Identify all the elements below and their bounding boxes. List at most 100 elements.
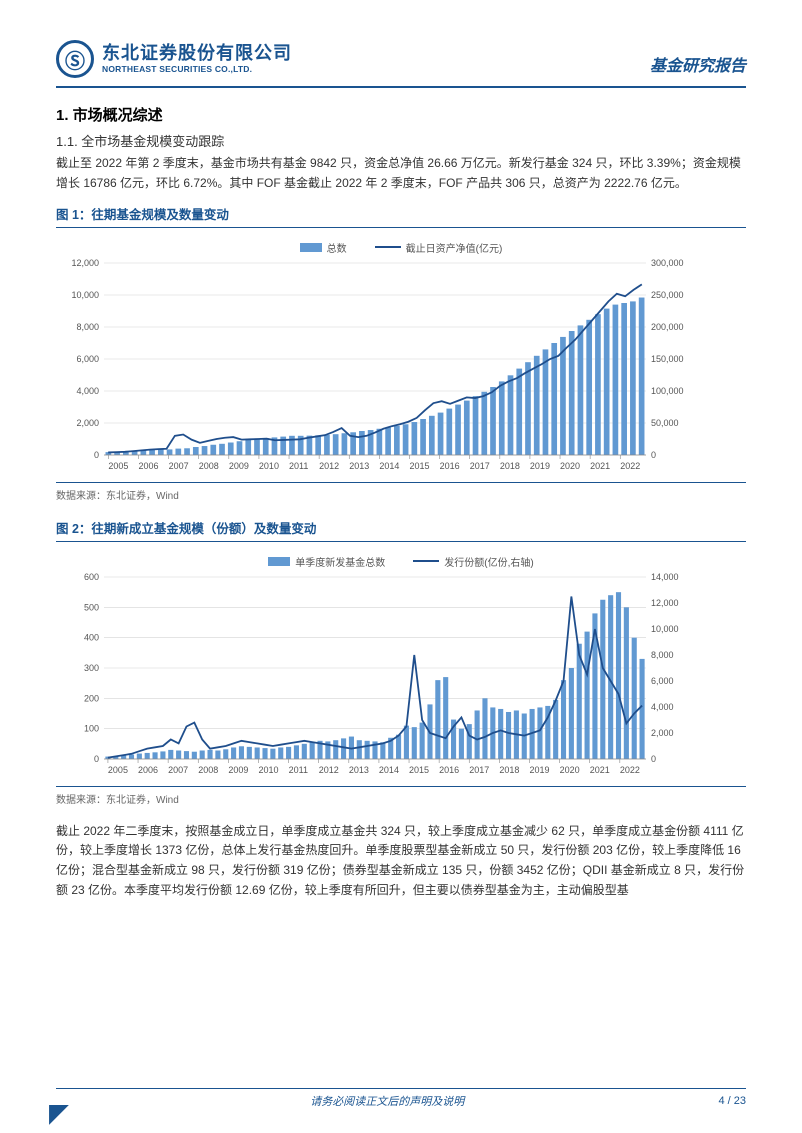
paragraph-1: 截止至 2022 年第 2 季度末，基金市场共有基金 9842 只，资金总净值 … — [56, 154, 746, 194]
svg-text:2012: 2012 — [319, 765, 339, 775]
svg-text:2006: 2006 — [138, 461, 158, 471]
svg-text:14,000: 14,000 — [651, 572, 679, 582]
svg-text:2016: 2016 — [439, 765, 459, 775]
figure-1-source: 数据来源：东北证券，Wind — [56, 482, 746, 502]
svg-text:2011: 2011 — [289, 461, 308, 471]
legend-line-item: 截止日资产净值(亿元) — [375, 240, 503, 255]
logo-block: Ⓢ 东北证券股份有限公司 NORTHEAST SECURITIES CO.,LT… — [56, 40, 292, 78]
svg-text:250,000: 250,000 — [651, 290, 684, 300]
svg-text:2013: 2013 — [349, 765, 369, 775]
legend-bar-swatch — [300, 243, 322, 252]
svg-text:2009: 2009 — [229, 461, 249, 471]
figure-1-legend: 总数 截止日资产净值(亿元) — [56, 240, 746, 255]
legend-bar-swatch — [268, 557, 290, 566]
legend-line-item: 发行份额(亿份,右轴) — [413, 554, 533, 569]
svg-text:2007: 2007 — [169, 461, 189, 471]
figure-2-chart: 单季度新发基金总数 发行份额(亿份,右轴) 0 100 200 300 400 500 60… — [56, 550, 746, 786]
svg-text:2017: 2017 — [470, 461, 490, 471]
svg-text:2015: 2015 — [409, 461, 429, 471]
svg-text:2005: 2005 — [108, 765, 128, 775]
svg-text:2014: 2014 — [379, 765, 399, 775]
svg-text:2019: 2019 — [529, 765, 549, 775]
logo-text: 东北证券股份有限公司 NORTHEAST SECURITIES CO.,LTD. — [102, 44, 292, 74]
svg-text:100,000: 100,000 — [651, 386, 684, 396]
section-1-1-title: 1.1. 全市场基金规模变动跟踪 — [56, 131, 746, 150]
svg-text:2,000: 2,000 — [651, 728, 674, 738]
svg-text:2008: 2008 — [199, 461, 219, 471]
figure-2-source: 数据来源：东北证券，Wind — [56, 786, 746, 806]
svg-text:2021: 2021 — [590, 461, 610, 471]
figure-2-legend: 单季度新发基金总数 发行份额(亿份,右轴) — [56, 554, 746, 569]
figure-2-title: 图 2：往期新成立基金规模（份额）及数量变动 — [56, 518, 746, 542]
svg-text:2016: 2016 — [440, 461, 460, 471]
legend-bar-label: 单季度新发基金总数 — [295, 554, 385, 569]
svg-text:10,000: 10,000 — [71, 290, 99, 300]
legend-line-swatch — [413, 560, 439, 563]
report-type-label: 基金研究报告 — [650, 52, 746, 76]
svg-text:2021: 2021 — [590, 765, 610, 775]
page-number: 4 / 23 — [718, 1095, 746, 1107]
svg-text:50,000: 50,000 — [651, 418, 679, 428]
svg-text:2020: 2020 — [560, 461, 580, 471]
svg-text:2011: 2011 — [289, 765, 308, 775]
legend-line-swatch — [375, 246, 401, 249]
svg-text:2018: 2018 — [499, 765, 519, 775]
legend-bar-label: 总数 — [327, 240, 347, 255]
svg-text:2010: 2010 — [259, 461, 279, 471]
svg-text:8,000: 8,000 — [76, 322, 99, 332]
svg-text:2022: 2022 — [620, 461, 640, 471]
svg-text:0: 0 — [94, 754, 99, 764]
chart-2-svg: 0 100 200 300 400 500 600 0 2,000 4,000 6,000 8,000… — [56, 571, 696, 781]
svg-text:2007: 2007 — [168, 765, 188, 775]
svg-text:300: 300 — [84, 663, 99, 673]
svg-text:500: 500 — [84, 602, 99, 612]
svg-text:0: 0 — [651, 450, 656, 460]
svg-text:2015: 2015 — [409, 765, 429, 775]
svg-text:0: 0 — [651, 754, 656, 764]
svg-text:2017: 2017 — [469, 765, 489, 775]
svg-text:2014: 2014 — [379, 461, 399, 471]
svg-text:150,000: 150,000 — [651, 354, 684, 364]
svg-text:2008: 2008 — [198, 765, 218, 775]
page-header: Ⓢ 东北证券股份有限公司 NORTHEAST SECURITIES CO.,LT… — [56, 40, 746, 88]
logo-icon: Ⓢ — [56, 40, 94, 78]
section-1-title: 1. 市场概况综述 — [56, 104, 746, 125]
svg-text:0: 0 — [94, 450, 99, 460]
svg-text:6,000: 6,000 — [76, 354, 99, 364]
svg-text:12,000: 12,000 — [71, 258, 99, 268]
svg-text:2020: 2020 — [560, 765, 580, 775]
svg-text:4,000: 4,000 — [651, 702, 674, 712]
svg-text:2005: 2005 — [108, 461, 128, 471]
svg-text:100: 100 — [84, 723, 99, 733]
svg-text:10,000: 10,000 — [651, 624, 679, 634]
svg-text:2006: 2006 — [138, 765, 158, 775]
svg-text:300,000: 300,000 — [651, 258, 684, 268]
svg-text:6,000: 6,000 — [651, 676, 674, 686]
legend-bar-item: 单季度新发基金总数 — [268, 554, 385, 569]
footer-disclaimer: 请务必阅读正文后的声明及说明 — [56, 1093, 718, 1109]
legend-bar-item: 总数 — [300, 240, 347, 255]
chart-1-svg: 0 2,000 4,000 6,000 8,000 10,000 12,000 0 50,000… — [56, 257, 696, 477]
svg-text:200,000: 200,000 — [651, 322, 684, 332]
paragraph-2: 截止 2022 年二季度末，按照基金成立日，单季度成立基金共 324 只，较上季… — [56, 822, 746, 901]
svg-text:2022: 2022 — [620, 765, 640, 775]
company-name-en: NORTHEAST SECURITIES CO.,LTD. — [102, 64, 292, 74]
svg-text:2019: 2019 — [530, 461, 550, 471]
svg-text:2018: 2018 — [500, 461, 520, 471]
svg-text:2009: 2009 — [228, 765, 248, 775]
svg-text:4,000: 4,000 — [76, 386, 99, 396]
svg-text:200: 200 — [84, 693, 99, 703]
svg-text:600: 600 — [84, 572, 99, 582]
svg-text:2,000: 2,000 — [76, 418, 99, 428]
legend-line-label: 发行份额(亿份,右轴) — [444, 554, 533, 569]
company-name-cn: 东北证券股份有限公司 — [102, 44, 292, 64]
page-footer: 请务必阅读正文后的声明及说明 4 / 23 — [56, 1088, 746, 1109]
footer-corner-icon — [39, 1095, 69, 1125]
figure-1-title: 图 1：往期基金规模及数量变动 — [56, 204, 746, 228]
svg-text:400: 400 — [84, 632, 99, 642]
svg-text:2013: 2013 — [349, 461, 369, 471]
svg-text:12,000: 12,000 — [651, 598, 679, 608]
svg-text:8,000: 8,000 — [651, 650, 674, 660]
legend-line-label: 截止日资产净值(亿元) — [406, 240, 503, 255]
svg-text:2012: 2012 — [319, 461, 339, 471]
